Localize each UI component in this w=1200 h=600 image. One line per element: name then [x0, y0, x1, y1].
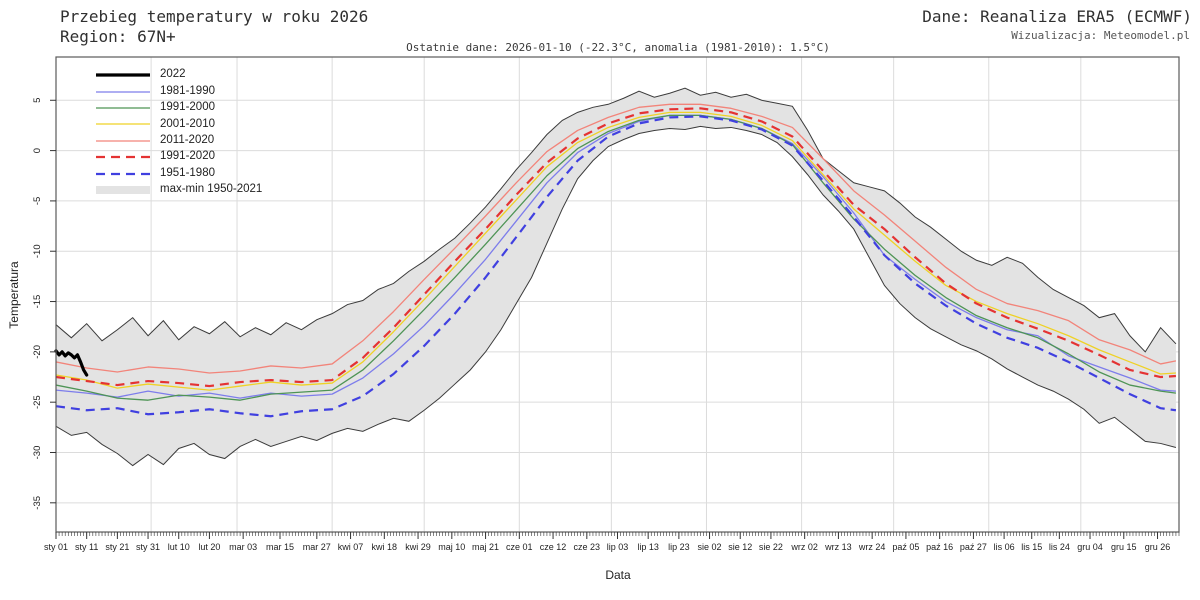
legend-item: 1991-2020: [95, 149, 262, 165]
x-tick-label: paź 16: [926, 542, 953, 552]
legend-label: 2011-2020: [160, 134, 215, 146]
region-subtitle: Region: 67N+: [60, 27, 176, 46]
x-tick-label: cze 12: [540, 542, 567, 552]
x-tick-label: maj 10: [438, 542, 465, 552]
x-tick-label: mar 15: [266, 542, 294, 552]
x-tick-label: kwi 29: [405, 542, 431, 552]
x-tick-label: gru 04: [1077, 542, 1103, 552]
x-tick-label: sty 01: [44, 542, 68, 552]
x-tick-label: lip 03: [607, 542, 629, 552]
data-source-label: Dane: Reanaliza ERA5 (ECMWF): [922, 7, 1192, 26]
legend-swatch-band: [96, 185, 150, 194]
y-axis-title: Temperatura: [7, 261, 21, 329]
x-tick-label: kwi 07: [338, 542, 364, 552]
y-tick-label: 0: [32, 148, 43, 153]
series-line-1981-1990: [55, 114, 1176, 399]
x-tick-label: wrz 24: [858, 542, 886, 552]
legend: 2022 1981-1990 1991-2000 2001-2010 2011-2020…: [95, 67, 262, 198]
legend-item: 2011-2020: [95, 133, 262, 149]
y-tick-label: -35: [32, 496, 43, 510]
x-tick-label: mar 27: [303, 542, 331, 552]
x-tick-label: sty 11: [75, 542, 98, 552]
x-tick-label: lis 06: [994, 542, 1015, 552]
legend-label: 1991-2020: [160, 150, 215, 163]
legend-swatch-solid: [96, 123, 150, 126]
legend-item: 1991-2000: [95, 100, 262, 116]
x-tick-label: sie 02: [698, 542, 722, 552]
band-max-min-area: [56, 88, 1176, 466]
band-max-outline: [55, 87, 1177, 353]
legend-label: 1981-1990: [160, 84, 215, 97]
x-tick-label: sty 31: [136, 542, 160, 552]
legend-label: 1991-2000: [160, 101, 215, 114]
x-tick-label: sie 12: [728, 542, 752, 552]
x-tick-label: cze 01: [506, 542, 533, 552]
visualization-credit: Wizualizacja: Meteomodel.pl: [1011, 29, 1190, 42]
x-tick-label: lis 15: [1021, 542, 1042, 552]
legend-swatch-dashed: [96, 156, 150, 159]
x-tick-label: lis 24: [1049, 542, 1070, 552]
legend-swatch-solid: [96, 73, 150, 77]
page-title: Przebieg temperatury w roku 2026: [60, 7, 369, 26]
x-tick-label: sie 22: [759, 542, 783, 552]
x-tick-label: maj 21: [472, 542, 499, 552]
series-line-1991-2020: [55, 107, 1177, 388]
legend-swatch-solid: [96, 107, 150, 109]
y-tick-label: -20: [32, 345, 43, 359]
y-tick-label: -15: [32, 295, 43, 309]
x-tick-label: lip 23: [668, 542, 690, 552]
legend-label: 2001-2010: [160, 117, 215, 130]
series-line-current-2022: [54, 349, 89, 377]
x-tick-label: wrz 13: [824, 542, 852, 552]
legend-item: max-min 1950-2021: [95, 182, 262, 198]
legend-item: 1951-1980: [95, 165, 262, 181]
series-line-1991-2000: [55, 114, 1177, 401]
y-tick-label: 5: [32, 98, 43, 103]
x-axis-title: Data: [605, 568, 631, 582]
series-line-2011-2020: [55, 103, 1177, 374]
x-tick-label: sty 21: [105, 542, 129, 552]
y-tick-label: -25: [32, 395, 43, 409]
legend-swatch-solid: [96, 90, 150, 93]
legend-swatch-dashed: [96, 172, 150, 175]
legend-item: 1981-1990: [95, 83, 262, 99]
x-tick-label: gru 26: [1145, 542, 1171, 552]
series-line-2001-2010: [55, 111, 1176, 391]
y-tick-label: -10: [32, 244, 43, 258]
last-data-annotation: Ostatnie dane: 2026-01-10 (-22.3°C, anom…: [406, 41, 830, 54]
legend-item: 2001-2010: [95, 116, 262, 132]
band-min-outline: [55, 125, 1177, 467]
x-tick-label: wrz 02: [790, 542, 818, 552]
x-tick-label: lut 20: [198, 542, 220, 552]
x-tick-label: paź 27: [960, 542, 987, 552]
x-tick-label: paź 05: [892, 542, 919, 552]
legend-label: 2022: [160, 68, 186, 81]
y-tick-label: -30: [32, 446, 43, 460]
legend-label: 1951-1980: [160, 166, 215, 179]
legend-item: 2022: [95, 67, 262, 83]
legend-label: max-min 1950-2021: [160, 183, 263, 196]
x-tick-label: lip 13: [637, 542, 659, 552]
x-tick-label: kwi 18: [372, 542, 398, 552]
x-tick-label: mar 03: [229, 542, 257, 552]
x-tick-label: lut 10: [168, 542, 190, 552]
legend-swatch-solid: [96, 140, 150, 142]
x-tick-label: gru 15: [1111, 542, 1137, 552]
y-tick-label: -5: [32, 197, 43, 205]
x-tick-label: cze 23: [574, 542, 601, 552]
